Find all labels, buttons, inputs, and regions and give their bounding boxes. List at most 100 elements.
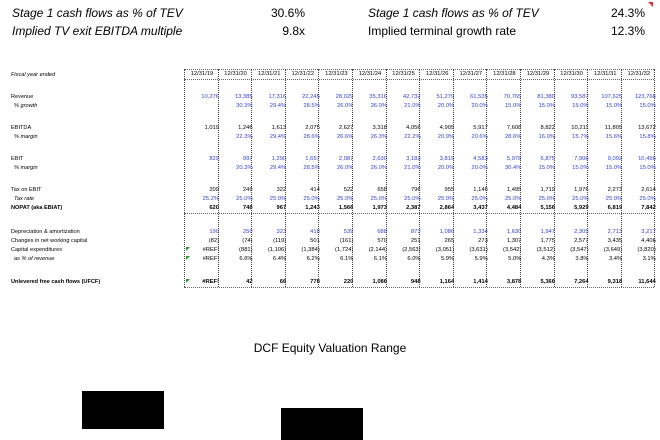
table-cell: 220 [343,279,354,285]
year-header: 12/31/27 [459,71,483,77]
table-cell: 997 [242,156,253,162]
column-divider [217,69,219,287]
table-cell: 29.4% [269,165,287,171]
table-cell: 42,732 [402,94,421,100]
table-cell: 25.0% [404,196,421,202]
stage1-value-left: 30.6% [270,6,305,20]
stage1-value-right: 24.3% [610,6,645,20]
table-cell: 1,243 [305,205,320,211]
table-cell: 1,164 [439,279,455,285]
table-cell: 967 [276,205,287,211]
table-cell: (3,512) [536,247,555,253]
column-divider [620,69,622,287]
table-cell: 25.0% [336,196,354,202]
table-cell: 26.3% [370,134,387,140]
exit-multiple-label: Implied TV exit EBITDA multiple [12,24,183,38]
error-indicator-icon [186,247,190,251]
table-cell: 123,768 [634,94,656,100]
table-cell: 2,713 [607,229,623,235]
table-cell: 2,273 [607,187,623,193]
table-cell: 418 [310,229,320,235]
table-cell: 15.0% [605,165,623,171]
table-cell: 3,318 [372,125,387,131]
table-cell: 5,156 [540,205,555,211]
column-divider [486,69,488,287]
year-header: 12/31/28 [493,71,516,77]
row-label: Tax on EBIT [11,187,42,193]
table-cell: 2,627 [338,125,354,131]
row-label: Depreciation & amortization [11,229,80,235]
table-cell: 25.0% [572,196,589,202]
column-divider [251,69,253,287]
row-label: % growth [14,103,38,109]
table-cell: 955 [444,187,455,193]
table-cell: 25.2% [202,196,219,202]
table-cell: 93,587 [570,94,589,100]
table-cell: 13,385 [234,94,253,100]
table-cell: 9,092 [607,156,623,162]
table-cell: 4,905 [439,125,455,131]
table-cell: 30.3% [236,103,253,109]
column-divider [385,69,387,287]
table-cell: 8,822 [540,125,555,131]
table-cell: 5.9% [440,256,455,262]
table-cell: (2,144) [368,247,387,253]
column-divider [553,69,555,287]
table-cell: 4,484 [506,205,522,211]
table-cell: (881) [239,247,253,253]
table-cell: 249 [242,187,253,193]
table-cell: 265 [444,238,455,244]
redacted-block-2 [281,408,363,440]
table-cell: 5.9% [474,256,488,262]
table-cell: 620 [209,205,219,211]
header-top-divider [184,69,654,70]
table-cell: 3,183 [406,156,421,162]
table-cell: 26.0% [336,165,354,171]
table-cell: 15.0% [639,165,656,171]
table-cell: 1,246 [238,125,253,131]
column-divider [419,69,421,287]
terminal-growth-value: 12.3% [610,24,645,38]
table-cell: 25.0% [370,196,387,202]
table-cell: 1,495 [506,187,522,193]
row-label: Unlevered free cash flows (UFCF) [11,279,101,285]
table-cell: 3,878 [506,279,522,285]
table-cell: 3.4% [608,256,623,262]
table-cell: #REF! [202,247,219,253]
column-divider [452,69,454,287]
table-cell: 6.1% [373,256,387,262]
table-cell: 7,906 [574,156,589,162]
table-cell: 61,535 [470,94,488,100]
column-divider [587,69,589,287]
table-cell: 688 [377,229,387,235]
table-cell: 2,630 [372,156,387,162]
table-cell: 190 [209,229,219,235]
table-cell: (74) [242,238,253,244]
table-cell: 570 [377,238,387,244]
table-cell: 251 [410,238,421,244]
error-indicator-icon [186,256,190,260]
table-cell: 1,086 [439,229,455,235]
table-cell: #REF! [202,279,219,285]
row-label: EBIT [11,156,24,162]
table-cell: (1,106) [267,247,287,253]
column-divider [184,69,185,287]
table-cell: 28.6% [504,134,522,140]
row-label: % margin [14,165,38,171]
table-cell: 15.0% [605,103,623,109]
table-cell: 522 [343,187,354,193]
table-cell: 15.8% [639,134,656,140]
table-cell: 15.0% [538,103,555,109]
year-header: 12/31/20 [224,71,247,77]
table-cell: 501 [310,238,320,244]
table-cell: 28.5% [303,103,320,109]
table-cell: 15.0% [504,103,522,109]
table-cell: 5,917 [473,125,488,131]
table-cell: 7,608 [506,125,522,131]
table-cell: 15.0% [538,165,555,171]
header-bottom-divider [184,79,654,80]
table-cell: 1,414 [473,279,488,285]
row-label: NOPAT (aka EBIAT) [11,205,63,211]
table-cell: 25.0% [269,196,287,202]
table-cell: (1,384) [301,247,320,253]
